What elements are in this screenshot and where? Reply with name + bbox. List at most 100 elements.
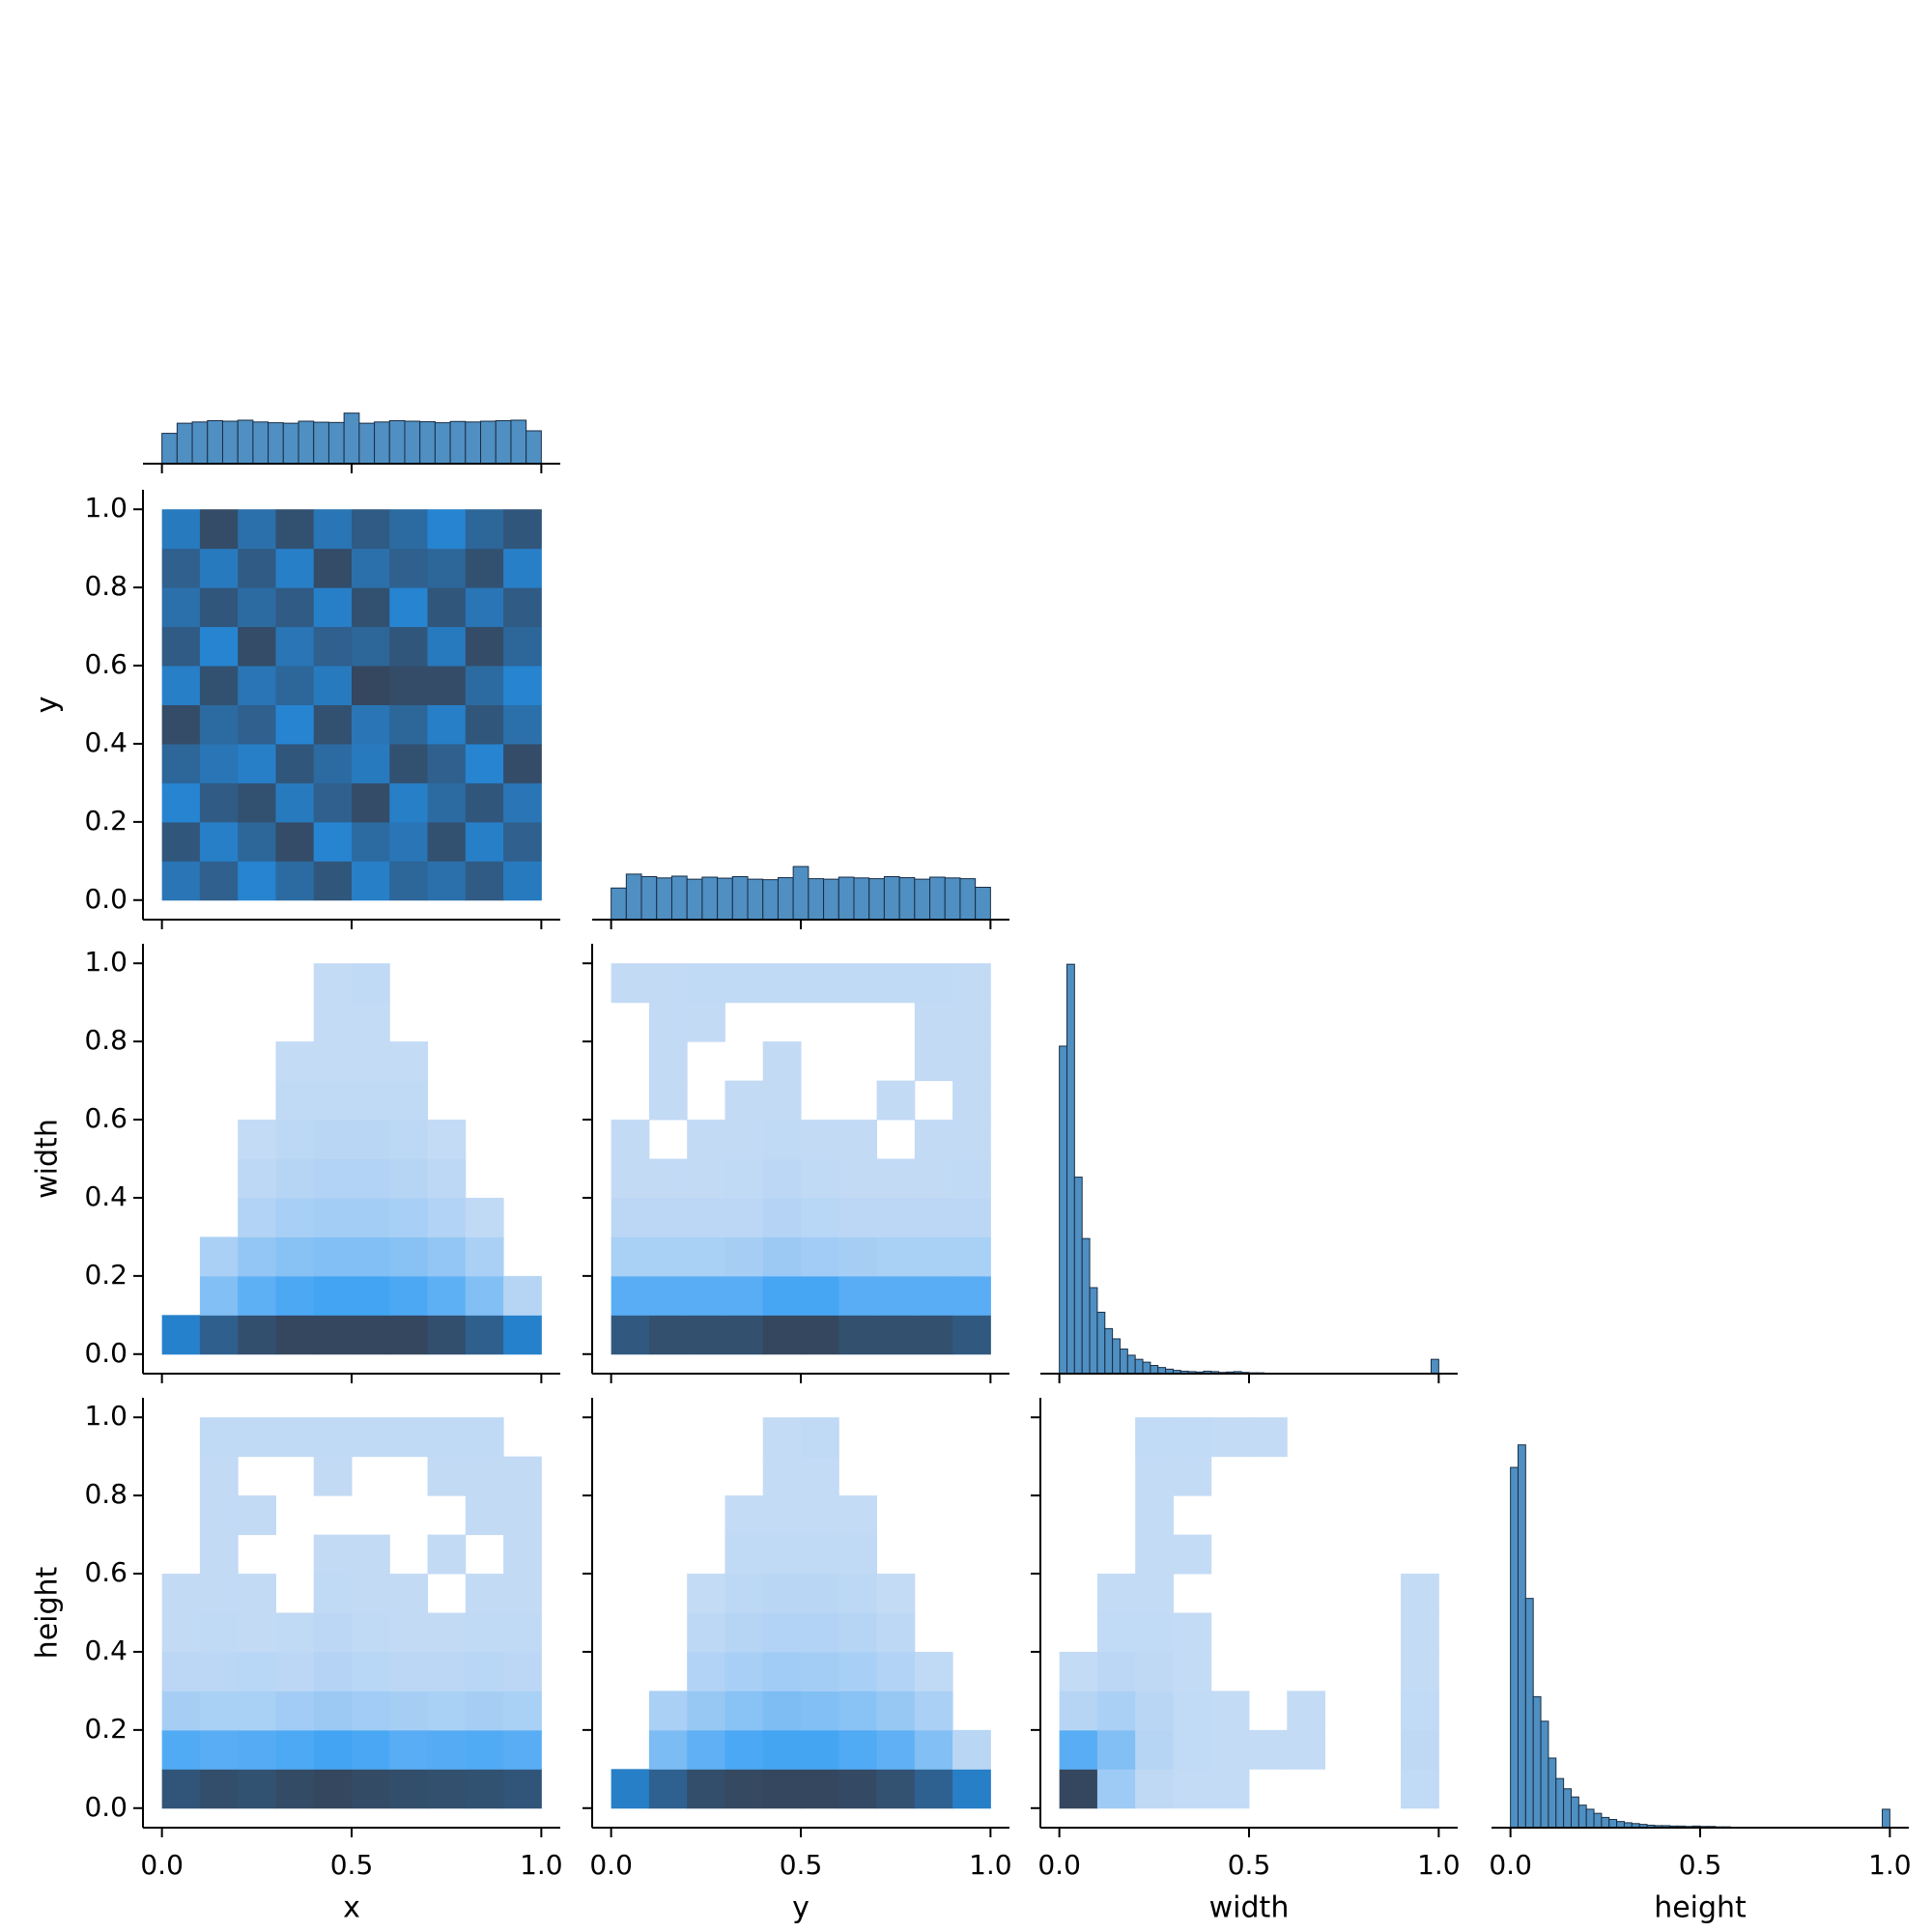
hist2d-cell (352, 1197, 390, 1237)
hist2d-cell (465, 1574, 504, 1613)
hist2d-cell (238, 1574, 276, 1613)
hist2d-cell (1211, 1457, 1250, 1496)
hist2d-cell (162, 963, 201, 1003)
x-tick-label: 0.0 (140, 1849, 184, 1881)
hist2d-cell (503, 626, 542, 667)
hist2d-cell (1096, 1612, 1136, 1653)
hist2d-cell (648, 1729, 688, 1770)
hist2d-cell (762, 1690, 802, 1731)
hist2d-cell (952, 1315, 991, 1355)
hist2d-cell (275, 1769, 315, 1809)
hist2d-cell (762, 1041, 802, 1082)
hist2d-cell (724, 1275, 764, 1316)
hist2d-cell (200, 1120, 239, 1159)
hist2d-cell (1363, 1690, 1402, 1730)
hist2d-cell (762, 1534, 802, 1575)
hist2d-cell (503, 1120, 542, 1159)
hist2d-cell (687, 1275, 725, 1316)
hist2d-cell (465, 1729, 504, 1770)
hist2d-cell (762, 1158, 802, 1199)
hist2d-cell (687, 1417, 725, 1457)
hist2d-cell (161, 743, 201, 783)
hist2d-cell (762, 1197, 802, 1237)
hist2d-cell (1135, 1690, 1174, 1731)
hist2d-cell (313, 1041, 353, 1082)
hist2d-cell (352, 1769, 390, 1809)
hist2d-cell (503, 1534, 542, 1575)
hist2d-cell (238, 1120, 276, 1159)
hist-bar (656, 877, 672, 921)
hist2d-cell (762, 1769, 802, 1809)
hist2d-cell (1173, 1690, 1212, 1731)
hist2d-cell (503, 548, 542, 588)
hist2d-cell (838, 1495, 878, 1536)
hist2d-cell (838, 1315, 878, 1355)
hist2d-cell (1059, 1651, 1098, 1691)
hist2d-cell (1211, 1495, 1250, 1535)
hist-bar (298, 420, 315, 465)
hist2d-cell (199, 861, 239, 901)
hist-bar (1524, 1598, 1534, 1829)
hist2d-cell (952, 1080, 991, 1121)
hist2d-cell (161, 1574, 201, 1613)
hist-bar (268, 422, 284, 465)
hist2d-cell (611, 1574, 650, 1613)
hist2d-cell (876, 1197, 916, 1237)
hist2d-cell (162, 1417, 201, 1457)
hist2d-cell (649, 1574, 688, 1613)
hist2d-cell (313, 1275, 353, 1316)
hist2d-cell (199, 1612, 239, 1653)
hist2d-cell (352, 626, 390, 667)
hist-bar (1119, 1349, 1128, 1375)
hist-bar (1555, 1777, 1565, 1829)
hist2d-cell (275, 1535, 314, 1575)
hist2d-cell (1210, 1417, 1250, 1458)
hist2d-cell (876, 1236, 916, 1277)
hist2d-cell (914, 1690, 953, 1731)
hist2d-cell (687, 1158, 725, 1199)
hist2d-cell (389, 1457, 428, 1496)
hist2d-cell (1287, 1457, 1325, 1496)
hist2d-cell (352, 1612, 390, 1653)
hist2d-cell (427, 509, 467, 550)
hist2d-cell (161, 626, 201, 667)
hist2d-cell (1287, 1495, 1325, 1535)
hist2d-cell (199, 626, 239, 667)
hist2d-cell (238, 626, 276, 667)
hist-bar (404, 420, 421, 465)
hist2d-cell (199, 704, 239, 745)
hist2d-cell (952, 1002, 991, 1042)
hist2d-cell (687, 1535, 725, 1575)
hist2d-cell (352, 1690, 390, 1731)
hist2d-cell (199, 1236, 239, 1277)
hist2d-cell (427, 1417, 467, 1458)
x-tick-label: 1.0 (520, 1849, 563, 1881)
hist2d-cell (199, 743, 239, 783)
hist2d-cell (389, 587, 429, 628)
hist2d-cell (389, 626, 429, 667)
hist2d-cell (238, 1417, 276, 1458)
hist2d-cell (724, 1457, 763, 1496)
hist2d-cell (275, 1120, 315, 1159)
hist2d-cell (313, 704, 353, 745)
y-tick-label: 1.0 (84, 492, 128, 524)
hist2d-cell (275, 1690, 315, 1731)
hist2d-cell (238, 861, 276, 901)
hist2d-cell (314, 1495, 353, 1535)
hist2d-cell (389, 821, 429, 862)
hist2d-cell (352, 1574, 390, 1613)
hist2d-cell (352, 1236, 390, 1277)
hist2d-cell (162, 1041, 201, 1081)
hist2d-cell (352, 1729, 390, 1770)
hist2d-cell (648, 1080, 688, 1121)
hist2d-cell (724, 1315, 764, 1355)
hist2d-cell (352, 1275, 390, 1316)
hist2d-cell (199, 1651, 239, 1691)
hist2d-cell (877, 1457, 916, 1496)
hist2d-cell (838, 1081, 877, 1121)
hist-bar (747, 878, 764, 921)
hist-bar (1540, 1720, 1549, 1829)
hist2d-cell (724, 1120, 764, 1159)
hist-bar (1126, 1354, 1136, 1375)
